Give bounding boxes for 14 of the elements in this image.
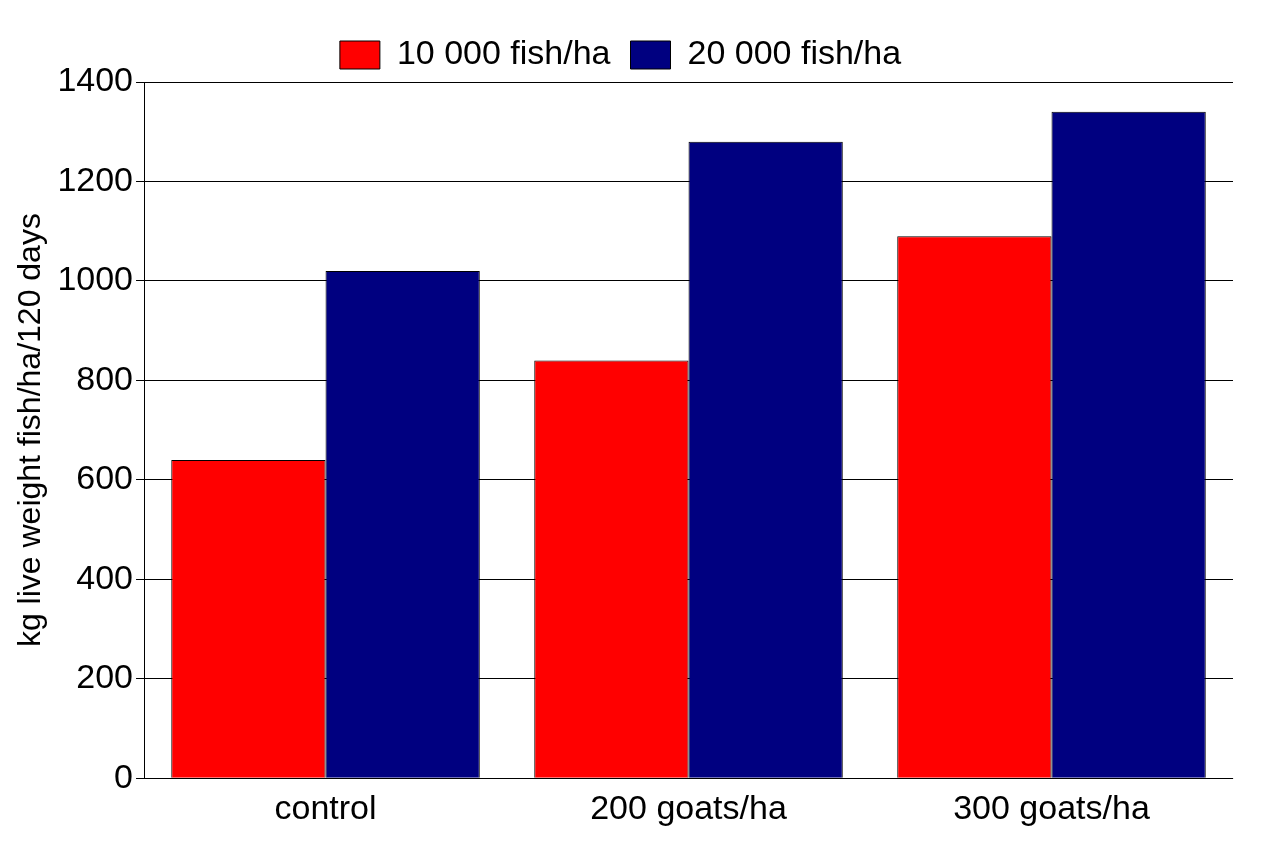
y-tick-label: 600 xyxy=(76,458,134,497)
x-tick-label: 200 goats/ha xyxy=(590,787,787,826)
x-tick-label: 300 goats/ha xyxy=(953,787,1150,826)
y-tick-label: 400 xyxy=(76,557,134,596)
y-tick-label: 800 xyxy=(76,358,134,397)
y-tick-label: 1400 xyxy=(57,60,134,99)
y-tick-label: 1200 xyxy=(57,159,134,198)
y-tick-label: 1000 xyxy=(57,259,134,298)
legend-label: 10 000 fish/ha xyxy=(396,33,611,72)
legend-label: 20 000 fish/ha xyxy=(687,33,902,72)
y-tick-label: 200 xyxy=(76,657,134,696)
y-axis-title: kg live weight fish/ha/120 days xyxy=(11,213,48,648)
x-tick-label: control xyxy=(274,787,377,826)
y-tick-label: 0 xyxy=(114,756,134,795)
